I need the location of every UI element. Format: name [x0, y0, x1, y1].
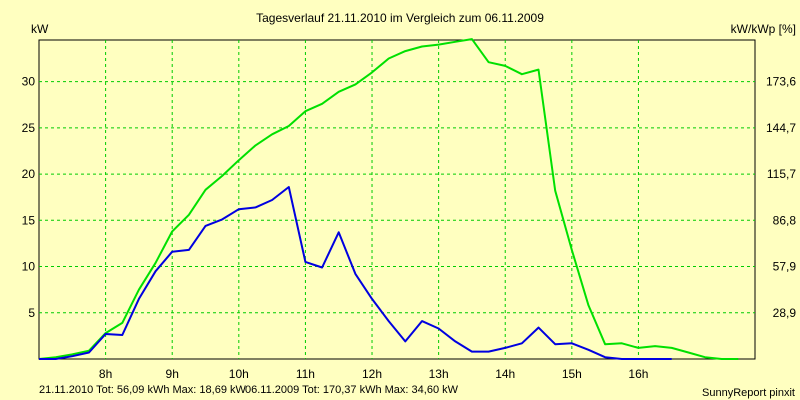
y-left-tick-label: 30: [22, 75, 36, 89]
x-tick-label: 8h: [99, 367, 112, 381]
x-tick-label: 9h: [166, 367, 179, 381]
x-tick-label: 15h: [562, 367, 582, 381]
legend-series-2010: 21.11.2010 Tot: 56,09 kWh Max: 18,69 kW: [39, 384, 246, 396]
x-tick-label: 13h: [429, 367, 449, 381]
axis-tick-labels: 8h 9h 10h 11h 12h 13h 14h 15h 16h 5 10 15 20 25 30 28,9…: [22, 75, 797, 381]
y-axis-left-label: kW: [31, 22, 49, 36]
x-tick-label: 12h: [362, 367, 382, 381]
series-lines: [38, 38, 739, 360]
grid-lines: [39, 40, 755, 359]
y-left-tick-label: 20: [22, 167, 36, 181]
series-line-2009: [38, 38, 739, 360]
y-right-tick-label: 144,7: [766, 121, 796, 135]
credit-text: SunnyReport pinxit: [702, 387, 795, 399]
x-tick-label: 10h: [229, 367, 249, 381]
y-left-tick-label: 5: [28, 306, 35, 320]
chart-title: Tagesverlauf 21.11.2010 im Vergleich zum…: [256, 11, 544, 25]
y-right-tick-label: 28,9: [773, 306, 797, 320]
plot-area: [38, 39, 756, 360]
y-left-tick-label: 15: [22, 213, 36, 227]
y-right-tick-label: 173,6: [766, 75, 796, 89]
y-right-tick-label: 86,8: [773, 213, 797, 227]
y-left-tick-label: 25: [22, 121, 36, 135]
series-line-2010: [39, 186, 672, 360]
y-axis-right-label: kW/kWp [%]: [731, 22, 796, 36]
x-tick-label: 16h: [628, 367, 648, 381]
y-right-tick-label: 57,9: [773, 260, 797, 274]
x-tick-label: 11h: [296, 367, 315, 381]
x-tick-label: 14h: [495, 367, 515, 381]
legend-series-2009: 06.11.2009 Tot: 170,37 kWh Max: 34,60 kW: [245, 384, 459, 396]
y-left-tick-label: 10: [22, 260, 36, 274]
y-right-tick-label: 115,7: [767, 167, 796, 181]
